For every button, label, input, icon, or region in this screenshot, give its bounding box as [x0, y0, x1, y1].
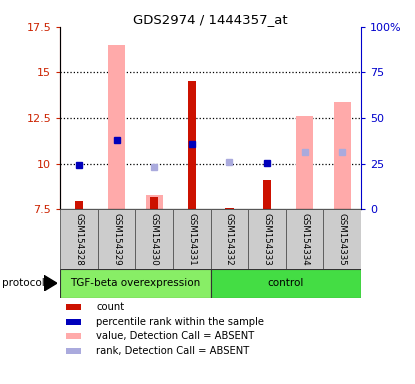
Text: value, Detection Call = ABSENT: value, Detection Call = ABSENT — [96, 331, 254, 341]
Bar — [60, 269, 211, 298]
Text: control: control — [268, 278, 304, 288]
Bar — [211, 269, 361, 298]
Bar — [173, 209, 210, 269]
Text: GSM154331: GSM154331 — [187, 213, 196, 265]
Bar — [188, 81, 196, 209]
Text: rank, Detection Call = ABSENT: rank, Detection Call = ABSENT — [96, 346, 249, 356]
Text: percentile rank within the sample: percentile rank within the sample — [96, 317, 264, 327]
Bar — [60, 209, 98, 269]
Bar — [248, 209, 286, 269]
Text: GSM154334: GSM154334 — [300, 213, 309, 265]
Bar — [66, 304, 81, 310]
Bar — [108, 45, 125, 209]
Text: protocol: protocol — [2, 278, 45, 288]
Bar — [334, 102, 351, 209]
Text: GSM154335: GSM154335 — [338, 213, 347, 265]
Bar — [286, 209, 323, 269]
Bar — [66, 348, 81, 354]
Bar — [263, 180, 271, 209]
Text: GSM154328: GSM154328 — [74, 213, 83, 265]
Title: GDS2974 / 1444357_at: GDS2974 / 1444357_at — [133, 13, 288, 26]
Bar — [150, 197, 159, 209]
Text: count: count — [96, 302, 124, 312]
Text: GSM154333: GSM154333 — [263, 213, 271, 265]
Bar — [146, 195, 163, 209]
Polygon shape — [44, 275, 57, 291]
Text: GSM154329: GSM154329 — [112, 213, 121, 265]
Bar — [296, 116, 313, 209]
Bar — [211, 209, 248, 269]
Text: GSM154332: GSM154332 — [225, 213, 234, 265]
Text: TGF-beta overexpression: TGF-beta overexpression — [70, 278, 200, 288]
Bar — [135, 209, 173, 269]
Bar — [323, 209, 361, 269]
Bar — [66, 333, 81, 339]
Bar — [75, 201, 83, 209]
Bar — [66, 319, 81, 324]
Bar — [98, 209, 135, 269]
Text: GSM154330: GSM154330 — [150, 213, 159, 265]
